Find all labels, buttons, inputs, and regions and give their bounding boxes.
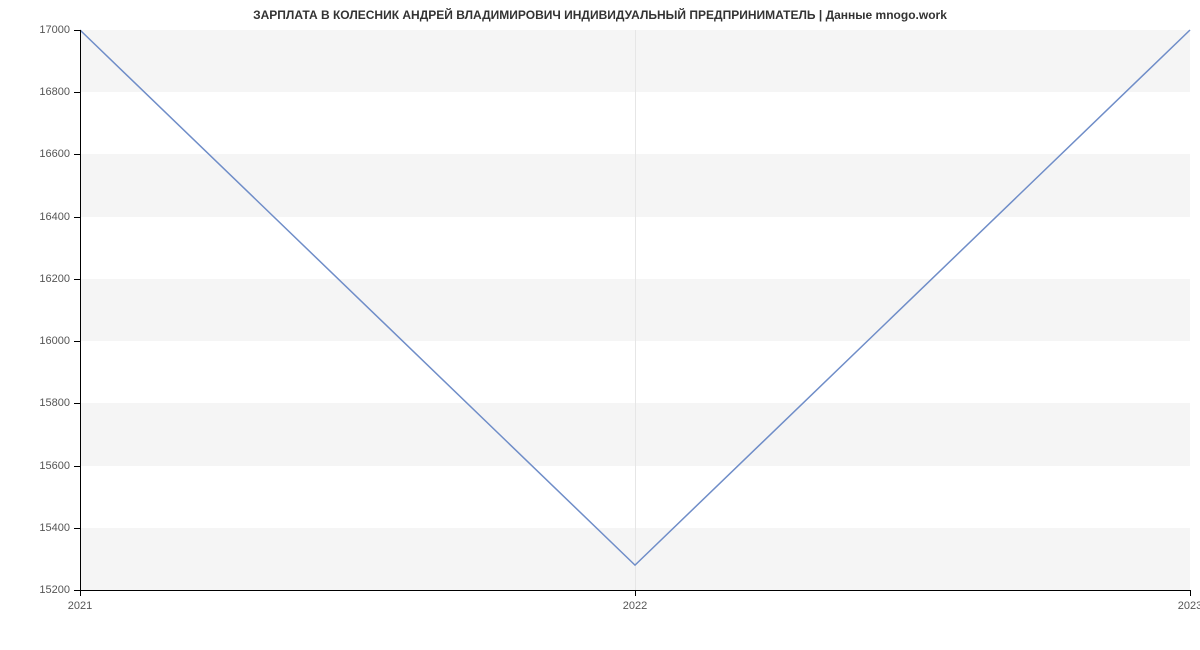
chart-title: ЗАРПЛАТА В КОЛЕСНИК АНДРЕЙ ВЛАДИМИРОВИЧ … [0,8,1200,22]
x-axis-label: 2022 [623,590,647,612]
y-axis-label: 15600 [39,460,80,472]
y-axis-label: 17000 [39,24,80,36]
y-axis-label: 15800 [39,397,80,409]
x-axis-label: 2021 [68,590,92,612]
series-line [80,30,1190,565]
y-axis-label: 16000 [39,335,80,347]
y-axis-label: 16600 [39,148,80,160]
line-series [80,30,1190,590]
y-axis-label: 15400 [39,522,80,534]
y-axis-line [80,30,81,590]
y-axis-label: 16200 [39,273,80,285]
plot-area: 1520015400156001580016000162001640016600… [80,30,1190,590]
y-axis-label: 16800 [39,86,80,98]
y-axis-label: 16400 [39,211,80,223]
x-axis-label: 2023 [1178,590,1200,612]
